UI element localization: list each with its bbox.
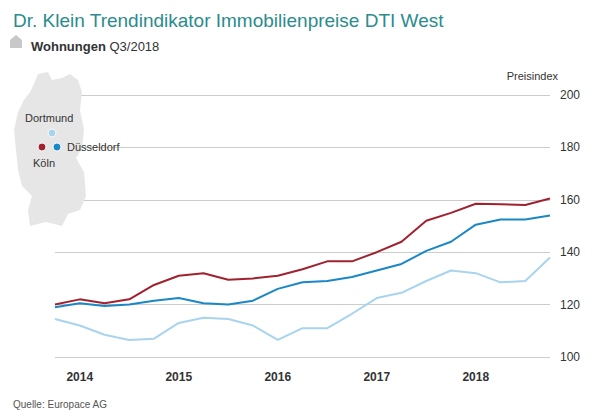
svg-text:Preisindex: Preisindex	[507, 70, 559, 82]
svg-text:Dr. Klein Trendindikator Immob: Dr. Klein Trendindikator Immobilienpreis…	[13, 10, 444, 31]
svg-text:2016: 2016	[264, 370, 291, 384]
svg-text:Quelle: Europace AG: Quelle: Europace AG	[13, 399, 107, 410]
svg-text:120: 120	[560, 298, 580, 312]
svg-text:Q3/2018: Q3/2018	[109, 39, 159, 54]
svg-text:160: 160	[560, 193, 580, 207]
svg-text:2018: 2018	[462, 370, 489, 384]
svg-text:100: 100	[560, 350, 580, 364]
svg-text:2017: 2017	[363, 370, 390, 384]
svg-text:Köln: Köln	[33, 157, 55, 169]
svg-text:200: 200	[560, 88, 580, 102]
svg-text:2014: 2014	[66, 370, 93, 384]
svg-text:Dortmund: Dortmund	[25, 112, 73, 124]
svg-text:2015: 2015	[165, 370, 192, 384]
svg-text:180: 180	[560, 140, 580, 154]
svg-text:Düsseldorf: Düsseldorf	[67, 141, 121, 153]
svg-text:140: 140	[560, 245, 580, 259]
svg-text:Wohnungen: Wohnungen	[31, 39, 106, 54]
